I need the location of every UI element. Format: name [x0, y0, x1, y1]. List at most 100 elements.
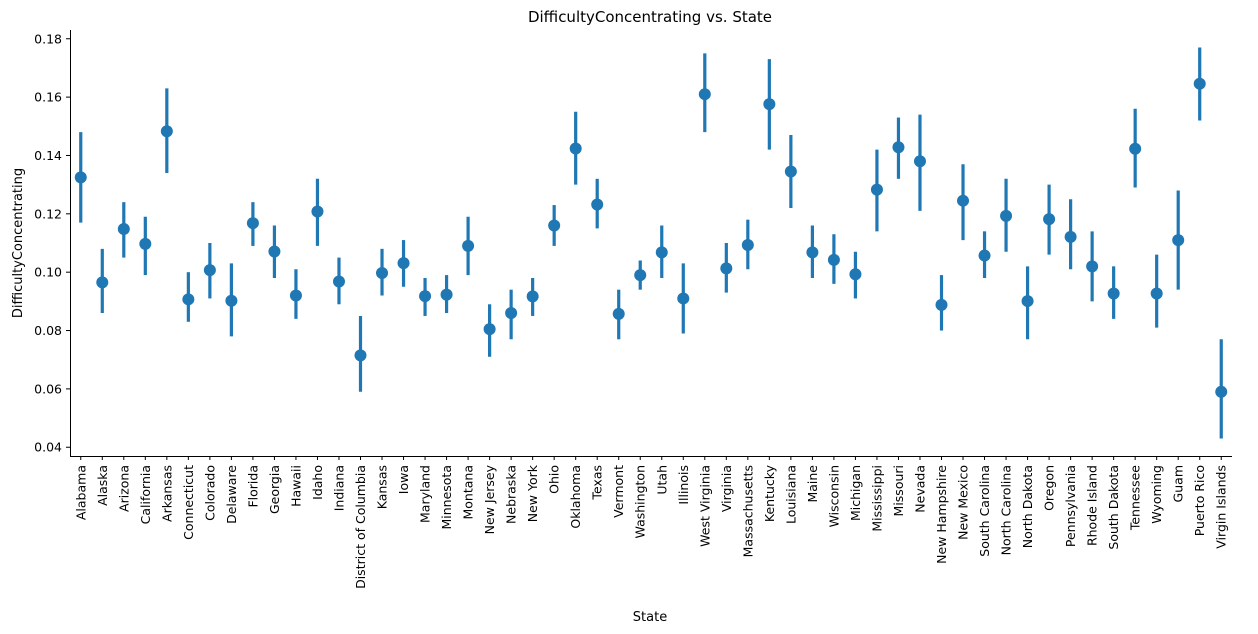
x-tick-label: Delaware [224, 465, 239, 524]
x-tick-label: Virginia [719, 465, 734, 512]
x-tick-label: Oregon [1042, 465, 1057, 511]
y-tick-label: 0.16 [34, 90, 62, 105]
x-tick-label: North Dakota [1020, 465, 1035, 548]
x-tick-label: Ohio [547, 465, 562, 494]
x-tick-label: Georgia [267, 465, 282, 514]
x-tick-label: Arkansas [159, 465, 174, 522]
data-point [397, 257, 410, 270]
data-point [849, 268, 862, 281]
x-axis-label: State [633, 610, 667, 625]
x-tick-label: Pennsylvania [1063, 465, 1078, 547]
x-tick-label: Michigan [848, 465, 863, 521]
data-point [332, 275, 345, 288]
data-point [655, 246, 668, 259]
data-point [720, 262, 733, 275]
x-tick-label: Missouri [891, 465, 906, 516]
data-point [612, 307, 625, 320]
data-point [913, 155, 926, 168]
x-tick-label: Iowa [396, 465, 411, 494]
data-point [634, 269, 647, 282]
data-point [225, 294, 238, 307]
x-tick-label: Wisconsin [826, 465, 841, 527]
data-point [354, 349, 367, 362]
y-tick-label: 0.10 [34, 265, 62, 280]
x-tick-label: Vermont [611, 465, 626, 518]
data-point [462, 239, 475, 252]
data-point [741, 239, 754, 252]
data-point [591, 198, 604, 211]
x-tick-label: New Hampshire [934, 465, 949, 564]
x-tick-label: New Jersey [482, 464, 497, 534]
x-tick-label: District of Columbia [353, 465, 368, 589]
x-tick-label: Wyoming [1149, 465, 1164, 524]
data-point [139, 237, 152, 250]
data-point [935, 298, 948, 311]
x-tick-label: Virgin Islands [1214, 465, 1229, 549]
y-tick-label: 0.18 [34, 31, 62, 46]
data-point [1000, 209, 1013, 222]
data-point [677, 292, 690, 305]
x-tick-label: Idaho [310, 465, 325, 500]
x-tick-label: Puerto Rico [1192, 465, 1207, 536]
data-point [505, 307, 518, 320]
data-point [96, 276, 109, 289]
x-tick-label: California [138, 465, 153, 524]
y-axis-label: DifficultyConcentrating [11, 168, 26, 318]
y-tick-label: 0.04 [34, 440, 62, 455]
data-point [311, 205, 324, 218]
x-tick-label: Utah [654, 465, 669, 495]
x-axis-ticks: Alabama Alaska Arizona California Arkansas Co… [73, 456, 1229, 589]
y-tick-label: 0.14 [34, 148, 62, 163]
data-point [870, 183, 883, 196]
data-point [698, 88, 711, 101]
data-point [246, 217, 259, 230]
x-tick-label: Colorado [202, 465, 217, 521]
x-tick-label: Washington [633, 465, 648, 538]
data-point [203, 264, 216, 277]
data-point [182, 293, 195, 306]
x-tick-label: Mississippi [869, 465, 884, 532]
x-tick-label: Indiana [331, 465, 346, 511]
data-point [117, 222, 130, 235]
x-tick-label: South Carolina [977, 465, 992, 557]
x-tick-label: Minnesota [439, 465, 454, 530]
data-point [268, 245, 281, 258]
data-point [440, 288, 453, 301]
x-tick-label: Tennessee [1128, 465, 1143, 531]
data-point [419, 290, 432, 303]
x-tick-label: Nevada [912, 465, 927, 513]
x-tick-label: North Carolina [999, 465, 1014, 555]
data-point [74, 171, 87, 184]
data-point [1150, 287, 1163, 300]
series-points [74, 47, 1228, 439]
y-tick-label: 0.08 [34, 323, 62, 338]
data-point [1107, 287, 1120, 300]
data-point [978, 249, 991, 262]
data-point [483, 323, 496, 336]
chart-title: DifficultyConcentrating vs. State [528, 8, 772, 26]
data-point [376, 267, 389, 280]
x-tick-label: Maine [805, 465, 820, 503]
x-tick-label: Alabama [73, 465, 88, 520]
x-tick-label: Florida [245, 465, 260, 508]
x-tick-label: Texas [590, 465, 605, 501]
x-tick-label: Arizona [116, 465, 131, 512]
data-point [1129, 142, 1142, 155]
data-point [1021, 295, 1034, 308]
data-point [1193, 77, 1206, 90]
x-tick-label: West Virginia [697, 465, 712, 547]
x-tick-label: Rhode Island [1085, 465, 1100, 546]
data-point [289, 289, 302, 302]
data-point [784, 165, 797, 178]
data-point [548, 219, 561, 232]
y-axis-ticks: 0.04 0.06 0.08 0.10 0.12 0.14 0.16 0.18 [34, 31, 70, 455]
data-point [806, 246, 819, 259]
data-point [892, 141, 905, 154]
data-point [569, 142, 582, 155]
x-tick-label: Nebraska [504, 465, 519, 524]
x-tick-label: Kentucky [762, 464, 777, 522]
x-tick-label: Maryland [418, 465, 433, 523]
x-tick-label: Montana [461, 465, 476, 520]
data-point [957, 194, 970, 207]
